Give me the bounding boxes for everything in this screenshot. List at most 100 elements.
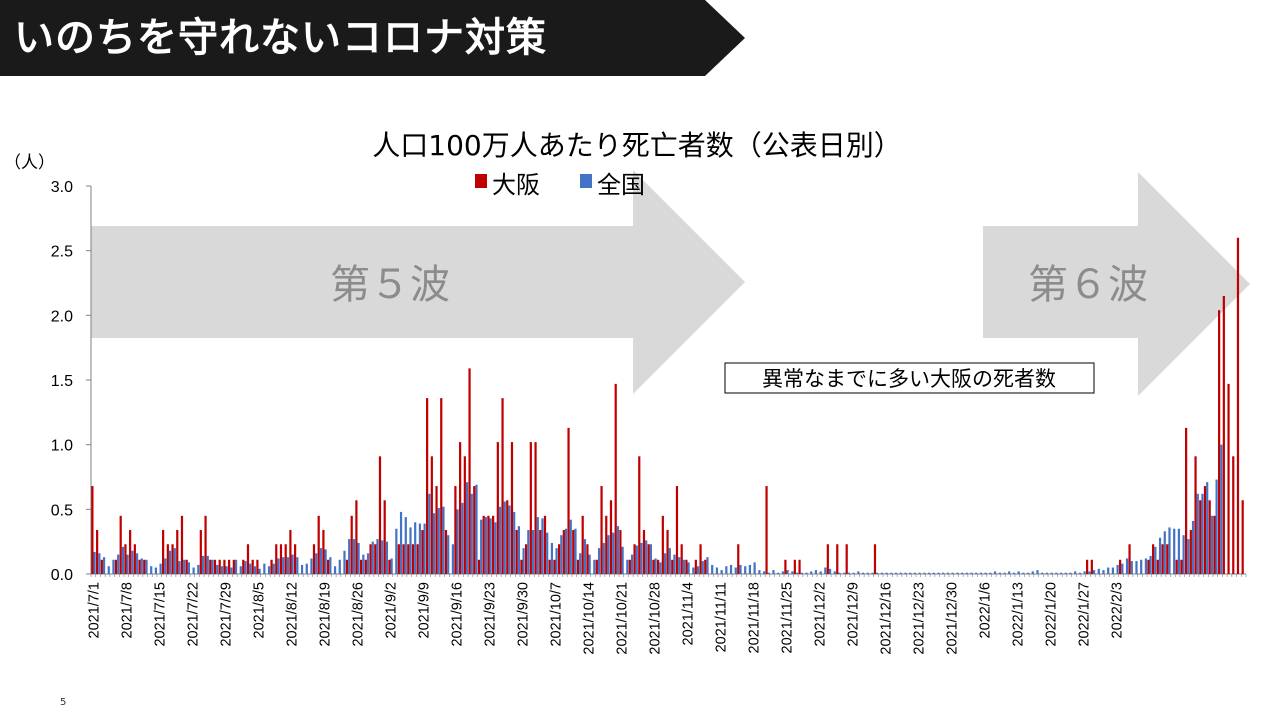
x-tick-label: 2021/11/25 [779, 582, 795, 654]
national-bar [1149, 555, 1152, 574]
national-bar [343, 550, 346, 574]
national-bar [324, 549, 327, 574]
osaka-bar [114, 559, 118, 574]
x-tick-label: 2022/1/27 [1076, 582, 1092, 647]
osaka-bar [416, 544, 419, 574]
x-tick-label: 2021/9/9 [416, 582, 432, 638]
national-bar [927, 572, 931, 574]
osaka-bar [562, 530, 565, 574]
x-tick-label: 2021/9/23 [482, 582, 498, 647]
national-bar [1135, 561, 1138, 574]
osaka-bar [388, 559, 391, 574]
national-bar [484, 517, 488, 574]
osaka-bar [506, 500, 509, 574]
osaka-bar [463, 456, 466, 574]
national-bar [220, 566, 224, 574]
national-bar [852, 572, 855, 574]
national-bar [1201, 493, 1204, 574]
x-tick-label: 2021/8/19 [317, 582, 333, 647]
national-bar [866, 572, 869, 574]
national-bar [423, 523, 426, 574]
national-bar [145, 559, 148, 574]
osaka-bar [166, 544, 169, 574]
x-tick-label: 2021/7/1 [86, 582, 102, 638]
national-bar [734, 567, 737, 574]
national-bar [828, 568, 832, 574]
national-bar [843, 572, 846, 574]
national-bar [800, 572, 803, 574]
osaka-bar [435, 486, 438, 574]
osaka-bar [91, 486, 94, 574]
osaka-bar [1185, 427, 1188, 574]
osaka-bar [100, 559, 103, 574]
osaka-bar [586, 544, 589, 574]
osaka-bar [402, 544, 405, 574]
national-bar [781, 571, 785, 574]
national-bar [1031, 571, 1034, 574]
national-bar [131, 550, 134, 574]
osaka-bar [199, 530, 202, 574]
national-bar [979, 572, 983, 574]
osaka-bar [355, 500, 358, 574]
osaka-bar [218, 559, 221, 574]
national-bar [352, 539, 356, 574]
x-tick-label: 2021/12/30 [944, 582, 960, 655]
national-bar [597, 548, 601, 574]
osaka-bar [1194, 456, 1197, 574]
national-bar [300, 564, 304, 574]
osaka-bar [426, 398, 429, 574]
national-bar [1177, 528, 1181, 574]
osaka-bar [1119, 559, 1122, 574]
legend-swatch-national [580, 174, 592, 188]
osaka-bar [284, 544, 287, 574]
national-bar [310, 558, 313, 574]
x-tick-label: 2021/8/26 [350, 582, 366, 647]
osaka-bar [129, 530, 132, 574]
national-bar [183, 559, 186, 574]
osaka-bar [671, 559, 674, 574]
national-bar [140, 558, 143, 574]
national-bar [720, 570, 723, 574]
national-bar [805, 572, 808, 574]
osaka-bar [652, 559, 655, 574]
osaka-bar [459, 442, 462, 574]
x-tick-label: 2021/11/18 [746, 582, 762, 654]
osaka-bar [543, 515, 547, 574]
national-bar [1210, 515, 1214, 574]
x-tick-label: 2021/9/16 [449, 582, 465, 647]
national-bar [1036, 570, 1039, 574]
national-bar [706, 557, 709, 574]
national-bar [513, 511, 516, 574]
national-bar [1045, 572, 1049, 574]
osaka-bar [289, 530, 292, 574]
x-tick-label: 2021/12/9 [845, 582, 861, 647]
osaka-bar [180, 515, 184, 574]
osaka-bar [675, 486, 679, 574]
national-bar [456, 509, 459, 574]
national-bar [871, 572, 874, 574]
national-bar [522, 548, 525, 574]
national-bar [154, 567, 158, 574]
osaka-bar [1189, 530, 1192, 574]
y-tick-label: 0.0 [51, 567, 73, 584]
national-bar [1097, 568, 1100, 574]
annotation-box [724, 362, 1095, 394]
national-bar [696, 566, 700, 574]
osaka-bar [633, 544, 636, 574]
osaka-bar [421, 530, 424, 574]
national-bar [1107, 567, 1110, 574]
national-bar [616, 526, 620, 574]
national-bar [187, 562, 191, 574]
osaka-bar [642, 530, 646, 574]
y-tick-label: 1.5 [51, 373, 73, 390]
national-bar [117, 554, 120, 574]
wave5-label: 第５波 [330, 262, 450, 308]
national-bar [107, 566, 110, 574]
national-bar [729, 564, 733, 574]
national-bar [1069, 572, 1072, 574]
osaka-bar [614, 383, 617, 574]
osaka-bar [162, 530, 165, 574]
osaka-bar [605, 515, 608, 574]
national-bar [810, 571, 813, 574]
osaka-bar [322, 530, 325, 574]
